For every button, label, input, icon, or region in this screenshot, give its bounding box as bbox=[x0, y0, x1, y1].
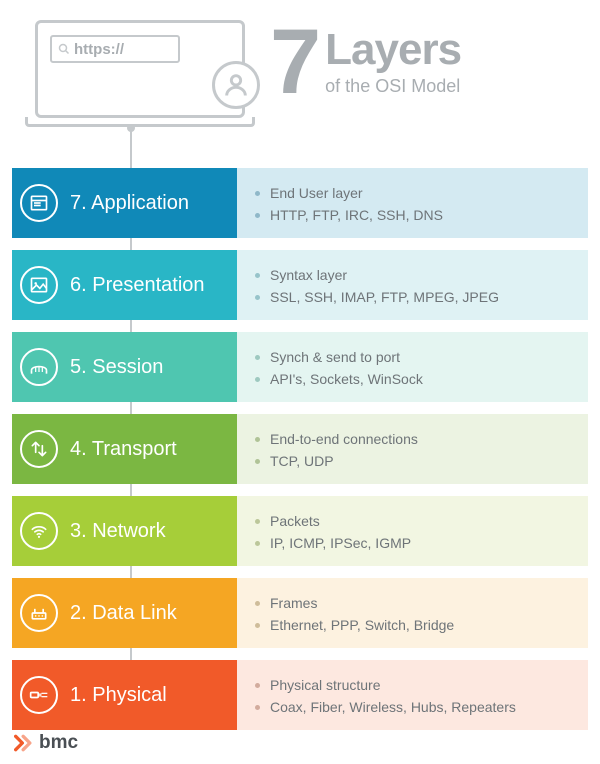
bullet-item: Coax, Fiber, Wireless, Hubs, Repeaters bbox=[255, 699, 578, 715]
layer-header: 1. Physical bbox=[12, 660, 237, 730]
bridge-icon bbox=[20, 348, 58, 386]
bullet-text: SSL, SSH, IMAP, FTP, MPEG, JPEG bbox=[270, 289, 499, 305]
bullet-text: Syntax layer bbox=[270, 267, 347, 283]
header: https:// 7 Layers of the OSI Model bbox=[0, 0, 600, 148]
bullet-dot-icon bbox=[255, 191, 260, 196]
layer-row: 2. Data Link Frames Ethernet, PPP, Switch,… bbox=[12, 578, 588, 648]
wifi-icon bbox=[20, 512, 58, 550]
bullet-item: API's, Sockets, WinSock bbox=[255, 371, 578, 387]
bullet-item: IP, ICMP, IPSec, IGMP bbox=[255, 535, 578, 551]
bullet-item: Ethernet, PPP, Switch, Bridge bbox=[255, 617, 578, 633]
window-icon bbox=[20, 184, 58, 222]
bmc-chevron-icon bbox=[14, 733, 34, 753]
layer-header: 7. Application bbox=[12, 168, 237, 238]
url-bar: https:// bbox=[50, 35, 180, 63]
bullet-item: SSL, SSH, IMAP, FTP, MPEG, JPEG bbox=[255, 289, 578, 305]
bullet-dot-icon bbox=[255, 273, 260, 278]
layer-row: 3. Network Packets IP, ICMP, IPSec, IGMP bbox=[12, 496, 588, 566]
title-main: Layers bbox=[325, 30, 461, 70]
bullet-item: Physical structure bbox=[255, 677, 578, 693]
bullet-dot-icon bbox=[255, 377, 260, 382]
bullet-text: End-to-end connections bbox=[270, 431, 418, 447]
bullet-text: Frames bbox=[270, 595, 317, 611]
bullet-text: IP, ICMP, IPSec, IGMP bbox=[270, 535, 411, 551]
bullet-dot-icon bbox=[255, 623, 260, 628]
bullet-dot-icon bbox=[255, 437, 260, 442]
layer-label: 2. Data Link bbox=[70, 602, 177, 625]
bullet-text: TCP, UDP bbox=[270, 453, 334, 469]
bullet-item: HTTP, FTP, IRC, SSH, DNS bbox=[255, 207, 578, 223]
layer-header: 3. Network bbox=[12, 496, 237, 566]
layer-row: 5. Session Synch & send to port API's, Soc… bbox=[12, 332, 588, 402]
layer-label: 1. Physical bbox=[70, 684, 167, 707]
layer-row: 6. Presentation Syntax layer SSL, SSH, IMA… bbox=[12, 250, 588, 320]
bullet-text: End User layer bbox=[270, 185, 363, 201]
layer-row: 1. Physical Physical structure Coax, Fiber… bbox=[12, 660, 588, 730]
layer-details: Synch & send to port API's, Sockets, WinS… bbox=[237, 332, 588, 402]
bullet-item: Syntax layer bbox=[255, 267, 578, 283]
bullet-item: Packets bbox=[255, 513, 578, 529]
bullet-item: TCP, UDP bbox=[255, 453, 578, 469]
laptop-screen: https:// bbox=[35, 20, 245, 118]
bullet-dot-icon bbox=[255, 541, 260, 546]
bullet-dot-icon bbox=[255, 705, 260, 710]
layer-header: 2. Data Link bbox=[12, 578, 237, 648]
layers-container: 7. Application End User layer HTTP, FTP, I… bbox=[0, 148, 600, 730]
layer-details: Frames Ethernet, PPP, Switch, Bridge bbox=[237, 578, 588, 648]
bullet-dot-icon bbox=[255, 213, 260, 218]
layer-details: Packets IP, ICMP, IPSec, IGMP bbox=[237, 496, 588, 566]
bullet-dot-icon bbox=[255, 683, 260, 688]
bullet-text: Packets bbox=[270, 513, 320, 529]
layer-label: 7. Application bbox=[70, 192, 189, 215]
laptop-base bbox=[25, 117, 255, 127]
bullet-item: End User layer bbox=[255, 185, 578, 201]
bullet-dot-icon bbox=[255, 519, 260, 524]
layer-label: 5. Session bbox=[70, 356, 163, 379]
bullet-text: Ethernet, PPP, Switch, Bridge bbox=[270, 617, 454, 633]
bullet-text: Coax, Fiber, Wireless, Hubs, Repeaters bbox=[270, 699, 516, 715]
image-icon bbox=[20, 266, 58, 304]
brand-text: bmc bbox=[39, 732, 78, 754]
bullet-text: Physical structure bbox=[270, 677, 380, 693]
layer-row: 4. Transport End-to-end connections TCP, U… bbox=[12, 414, 588, 484]
bullet-dot-icon bbox=[255, 601, 260, 606]
laptop-illustration: https:// bbox=[25, 20, 255, 138]
arrows-icon bbox=[20, 430, 58, 468]
title-number: 7 bbox=[270, 28, 317, 97]
bullet-text: HTTP, FTP, IRC, SSH, DNS bbox=[270, 207, 443, 223]
layer-details: End-to-end connections TCP, UDP bbox=[237, 414, 588, 484]
layer-header: 4. Transport bbox=[12, 414, 237, 484]
url-text: https:// bbox=[74, 41, 124, 58]
bullet-text: API's, Sockets, WinSock bbox=[270, 371, 423, 387]
cable-icon bbox=[20, 676, 58, 714]
layer-header: 6. Presentation bbox=[12, 250, 237, 320]
user-avatar-icon bbox=[212, 61, 260, 109]
layer-label: 6. Presentation bbox=[70, 274, 205, 297]
bullet-dot-icon bbox=[255, 295, 260, 300]
layer-details: Physical structure Coax, Fiber, Wireless,… bbox=[237, 660, 588, 730]
title-sub: of the OSI Model bbox=[325, 76, 461, 97]
search-icon bbox=[58, 43, 70, 55]
bullet-dot-icon bbox=[255, 355, 260, 360]
bullet-dot-icon bbox=[255, 459, 260, 464]
title-block: 7 Layers of the OSI Model bbox=[270, 20, 461, 97]
layer-label: 3. Network bbox=[70, 520, 166, 543]
layer-details: End User layer HTTP, FTP, IRC, SSH, DNS bbox=[237, 168, 588, 238]
bullet-text: Synch & send to port bbox=[270, 349, 400, 365]
layer-details: Syntax layer SSL, SSH, IMAP, FTP, MPEG, J… bbox=[237, 250, 588, 320]
router-icon bbox=[20, 594, 58, 632]
layer-header: 5. Session bbox=[12, 332, 237, 402]
layer-label: 4. Transport bbox=[70, 438, 177, 461]
bullet-item: Synch & send to port bbox=[255, 349, 578, 365]
layer-row: 7. Application End User layer HTTP, FTP, I… bbox=[12, 168, 588, 238]
footer-brand: bmc bbox=[14, 732, 78, 754]
bullet-item: Frames bbox=[255, 595, 578, 611]
bullet-item: End-to-end connections bbox=[255, 431, 578, 447]
